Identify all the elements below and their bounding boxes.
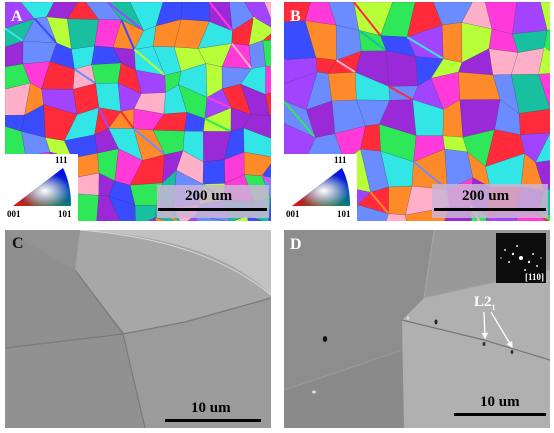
key-label-101: 101 — [58, 209, 72, 219]
grain — [327, 72, 357, 102]
grain — [91, 62, 122, 84]
ipf-color-key-b: 111 001 101 — [284, 154, 357, 221]
twin-band — [74, 68, 97, 85]
ebsd-map-a: A 111 001 101 200 um — [5, 2, 271, 221]
grain — [355, 204, 389, 221]
key-label-111: 111 — [55, 155, 68, 165]
scale-label-d: 10 um — [480, 394, 520, 410]
scale-bar-background-b — [432, 184, 548, 218]
twin-band — [120, 110, 135, 130]
grain — [264, 2, 271, 20]
grain — [538, 47, 550, 75]
diffraction-pattern-inset: [110] — [496, 233, 546, 283]
panel-label-a: A — [11, 8, 23, 25]
annotation-l2: L21 — [474, 294, 496, 312]
sem-image-d: D [110] L21 10 um — [284, 230, 550, 428]
grain — [510, 74, 550, 114]
grain-boundary-image-d — [284, 230, 550, 428]
grain-boundary-image-c — [5, 230, 271, 428]
twin-band — [284, 58, 318, 73]
scale-label-b: 200 um — [462, 188, 510, 204]
twin-band — [133, 48, 166, 77]
grain — [261, 163, 271, 178]
grain — [386, 213, 407, 221]
twin-band — [252, 16, 264, 41]
twin-band — [33, 17, 58, 44]
twin-band — [543, 47, 550, 55]
twin-band — [204, 117, 232, 133]
grain — [268, 115, 271, 123]
grain — [67, 18, 99, 50]
twin-band — [5, 27, 24, 42]
scale-bar-b — [434, 208, 546, 211]
twin-band — [284, 100, 317, 139]
panel-label-d: D — [290, 236, 302, 253]
panel-label-b: B — [290, 8, 301, 25]
grain — [535, 132, 550, 163]
ipf-color-key-a: 111 001 101 — [5, 154, 78, 221]
grain — [268, 198, 271, 221]
grain — [265, 92, 271, 116]
twin-band — [261, 175, 271, 184]
grain — [243, 127, 271, 158]
twin-band — [358, 29, 388, 52]
twin-band — [208, 2, 234, 32]
panel-label-c: C — [12, 235, 24, 252]
sem-image-c: C 10 um — [5, 230, 271, 428]
grain — [244, 2, 271, 28]
grain — [386, 50, 419, 87]
twin-band — [388, 85, 414, 101]
grain — [442, 22, 463, 63]
scale-label-c: 10 um — [191, 400, 231, 416]
grain — [247, 215, 263, 221]
grain — [535, 160, 550, 191]
twin-band — [133, 127, 166, 156]
key-label-001: 001 — [286, 209, 300, 219]
grain — [202, 159, 226, 185]
twin-band — [335, 59, 356, 74]
key-label-101: 101 — [337, 209, 351, 219]
grain — [180, 2, 210, 22]
key-label-001: 001 — [7, 209, 21, 219]
diffraction-spots — [500, 245, 542, 271]
grain — [147, 217, 156, 221]
grain — [518, 108, 550, 136]
ebsd-map-b: B 111 001 101 200 um — [284, 2, 550, 221]
annotation-arrows — [481, 311, 513, 349]
twin-band — [369, 191, 390, 215]
grain — [243, 114, 271, 139]
grain — [155, 217, 169, 221]
twin-band — [120, 19, 136, 50]
arrow-1 — [481, 311, 489, 340]
grain — [540, 2, 550, 31]
twin-band — [98, 107, 110, 129]
twin-band — [406, 36, 444, 60]
grain — [262, 40, 271, 68]
twin-band — [206, 96, 232, 109]
grain — [538, 73, 550, 109]
annotation-subscript: 1 — [491, 303, 496, 312]
grain — [108, 195, 136, 221]
annotation-text: L2 — [474, 294, 492, 310]
grain — [543, 29, 550, 52]
twin-band — [231, 42, 253, 70]
arrow-2 — [490, 311, 513, 349]
grain — [262, 33, 271, 41]
scale-bar-d — [454, 413, 546, 416]
twin-band — [106, 2, 145, 32]
twin-band — [352, 2, 382, 37]
scale-bar-a — [158, 208, 267, 211]
scale-bar-background-a — [157, 185, 269, 218]
scale-label-a: 200 um — [185, 188, 233, 204]
scale-bar-c — [165, 419, 261, 422]
grain — [95, 82, 122, 112]
grain — [265, 65, 271, 95]
inset-zone-axis-label: [110] — [525, 272, 544, 282]
key-label-111: 111 — [334, 155, 347, 165]
